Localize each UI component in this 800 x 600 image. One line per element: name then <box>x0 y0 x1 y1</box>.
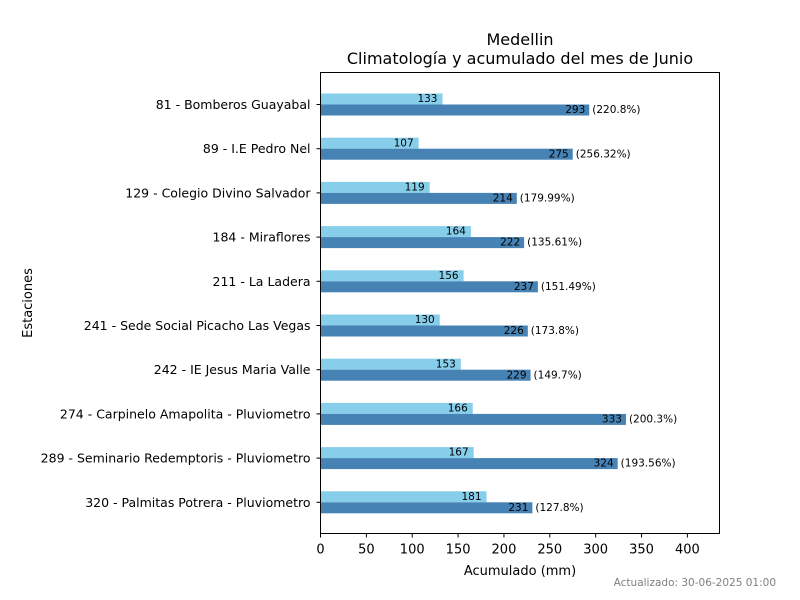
bar-value-label: 166 <box>448 403 468 415</box>
bar-acumulado <box>320 458 618 470</box>
bar-value-label: 222 <box>500 237 520 249</box>
bar-value-label: 275 <box>549 148 569 160</box>
category-label: 211 - La Ladera <box>213 274 311 289</box>
bar-percent-label: (179.99%) <box>520 193 575 205</box>
bar-value-label: 231 <box>508 502 528 514</box>
bar-value-label: 107 <box>394 137 414 149</box>
x-tick-label: 0 <box>316 543 324 558</box>
bars-group: 133 293 (220.8%) 107 275 (256.32%) 119 214 (179.… <box>320 93 677 514</box>
bar-value-label: 324 <box>594 458 614 470</box>
bar-acumulado <box>320 369 531 381</box>
plot-frame <box>320 72 720 534</box>
x-tick-label: 150 <box>446 543 471 558</box>
bar-value-label: 214 <box>493 193 513 205</box>
bar-percent-label: (200.3%) <box>629 414 677 426</box>
bar-value-label: 167 <box>449 447 469 459</box>
bar-climatologia <box>320 314 440 326</box>
bar-climatologia <box>320 137 419 149</box>
category-label: 241 - Sede Social Picacho Las Vegas <box>84 318 311 333</box>
bar-percent-label: (135.61%) <box>527 237 582 249</box>
bar-climatologia <box>320 358 461 370</box>
bar-percent-label: (127.8%) <box>535 502 583 514</box>
category-label: 184 - Miraflores <box>213 230 311 245</box>
bar-climatologia <box>320 402 473 414</box>
x-tick-label: 350 <box>629 543 654 558</box>
category-label: 242 - IE Jesus Maria Valle <box>154 362 311 377</box>
y-axis-label: Estaciones <box>21 268 36 338</box>
bar-percent-label: (220.8%) <box>592 104 640 116</box>
bar-value-label: 164 <box>446 226 466 238</box>
bar-acumulado <box>320 281 538 293</box>
bar-acumulado <box>320 413 626 425</box>
category-label: 274 - Carpinelo Amapolita - Pluviometro <box>60 406 311 421</box>
updated-timestamp: Actualizado: 30-06-2025 01:00 <box>614 577 776 589</box>
category-label: 129 - Colegio Divino Salvador <box>125 185 311 200</box>
bar-percent-label: (173.8%) <box>531 325 579 337</box>
x-tick-label: 100 <box>400 543 425 558</box>
bar-climatologia <box>320 270 464 282</box>
bar-value-label: 181 <box>461 491 481 503</box>
x-tick-label: 400 <box>675 543 700 558</box>
bar-value-label: 133 <box>417 93 437 105</box>
bar-climatologia <box>320 181 430 193</box>
bar-value-label: 130 <box>415 314 435 326</box>
bar-value-label: 229 <box>507 369 527 381</box>
bar-value-label: 156 <box>439 270 459 282</box>
bar-percent-label: (193.56%) <box>621 458 676 470</box>
bar-climatologia <box>320 447 474 459</box>
bar-percent-label: (151.49%) <box>541 281 596 293</box>
bar-percent-label: (256.32%) <box>576 148 631 160</box>
chart-title-line-2: Climatología y acumulado del mes de Juni… <box>347 49 693 68</box>
bar-value-label: 153 <box>436 358 456 370</box>
category-labels-group: 81 - Bomberos Guayabal 89 - I.E Pedro Nel… <box>41 97 321 510</box>
x-axis-ticks: 0 50 100 150 200 250 300 350 400 <box>316 533 700 558</box>
category-label: 81 - Bomberos Guayabal <box>156 97 311 112</box>
category-label: 289 - Seminario Redemptoris - Pluviometr… <box>41 451 311 466</box>
x-tick-label: 200 <box>492 543 517 558</box>
bar-climatologia <box>320 226 471 238</box>
bar-acumulado <box>320 502 533 514</box>
x-tick-label: 50 <box>358 543 375 558</box>
bar-acumulado <box>320 148 573 160</box>
x-tick-label: 300 <box>583 543 608 558</box>
bar-climatologia <box>320 491 487 503</box>
x-axis-label: Acumulado (mm) <box>464 564 576 579</box>
bar-percent-label: (149.7%) <box>534 369 582 381</box>
bar-climatologia <box>320 93 443 105</box>
bar-acumulado <box>320 104 590 116</box>
category-label: 89 - I.E Pedro Nel <box>203 141 311 156</box>
bar-value-label: 293 <box>565 104 585 116</box>
bar-acumulado <box>320 325 528 337</box>
bar-acumulado <box>320 192 517 204</box>
bar-value-label: 237 <box>514 281 534 293</box>
bar-acumulado <box>320 237 525 249</box>
x-tick-label: 250 <box>537 543 562 558</box>
category-label: 320 - Palmitas Potrera - Pluviometro <box>85 495 310 510</box>
bar-value-label: 226 <box>504 325 524 337</box>
bar-value-label: 333 <box>602 414 622 426</box>
chart-title-line-1: Medellin <box>486 30 553 49</box>
bar-value-label: 119 <box>405 182 425 194</box>
